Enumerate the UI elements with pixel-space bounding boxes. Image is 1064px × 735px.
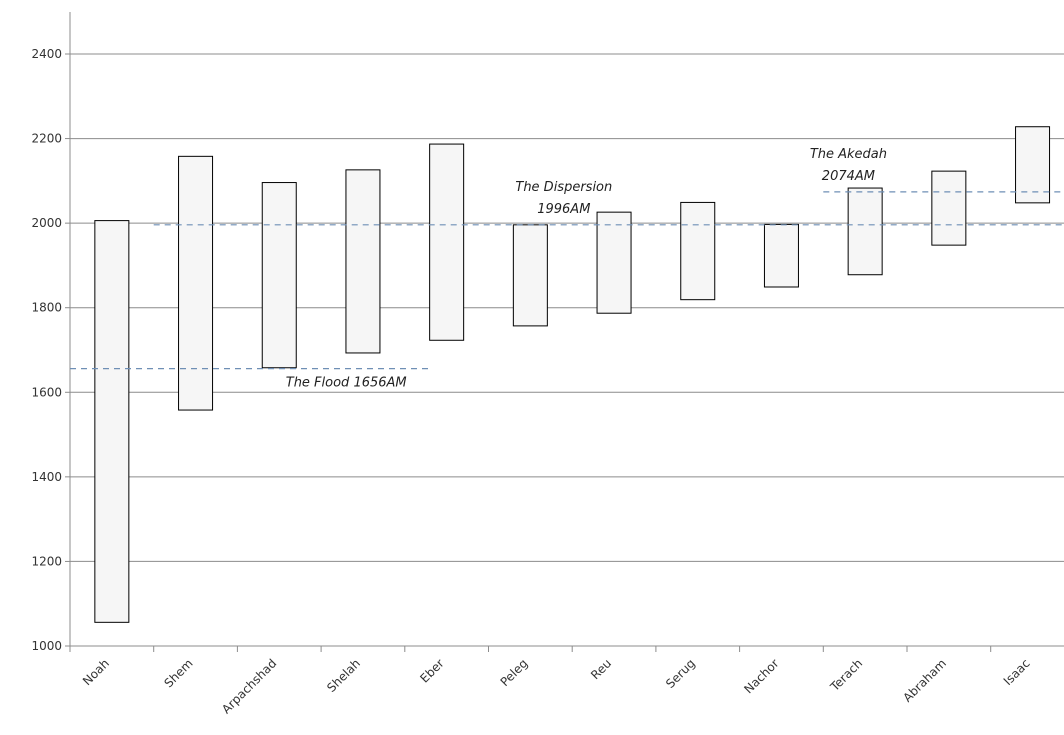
- x-tick-label-peleg: Peleg: [498, 656, 531, 689]
- x-tick-label-terach: Terach: [827, 656, 865, 694]
- x-tick-label-noah: Noah: [80, 656, 112, 688]
- x-tick-label-serug: Serug: [663, 656, 698, 691]
- bar-abraham: [931, 170, 967, 246]
- bar-serug: [680, 201, 716, 301]
- bar-peleg: [512, 224, 548, 327]
- y-tick-label-1400: 1400: [31, 470, 62, 484]
- x-tick-label-abraham: Abraham: [900, 656, 949, 705]
- y-tick-label-2000: 2000: [31, 216, 62, 230]
- bar-terach: [847, 187, 883, 276]
- y-tick-label-1000: 1000: [31, 639, 62, 653]
- bar-shem: [178, 155, 214, 411]
- gridlines: [70, 53, 1064, 647]
- x-tick-label-nachor: Nachor: [741, 656, 781, 696]
- y-tick-label-1600: 1600: [31, 385, 62, 399]
- bars: [94, 126, 1051, 623]
- x-tick-label-arpachshad: Arpachshad: [219, 656, 279, 716]
- annotation-label-1-0: The Dispersion: [515, 180, 612, 195]
- x-tick-label-shem: Shem: [162, 656, 196, 690]
- annotation-label-2-0: The Akedah: [810, 147, 887, 162]
- x-axis: Noah Shem Arpachshad Shelah Eber Peleg Reu Seru…: [69, 646, 1033, 716]
- bar-isaac: [1015, 126, 1051, 204]
- y-tick-label-1800: 1800: [31, 301, 62, 315]
- x-tick-label-reu: Reu: [588, 656, 614, 682]
- annotation-label-0-0: The Flood 1656AM: [286, 376, 407, 391]
- bar-reu: [596, 211, 632, 314]
- bar-arpachshad: [261, 182, 297, 369]
- annotation-label-2-1: 2074AM: [822, 169, 875, 184]
- bar-eber: [429, 143, 465, 341]
- annotation-label-1-1: 1996AM: [537, 202, 590, 217]
- bar-shelah: [345, 169, 381, 354]
- y-tick-label-2200: 2200: [31, 132, 62, 146]
- annotations: The Flood 1656AM The Dispersion 1996AM The …: [70, 147, 1064, 391]
- bar-nachor: [763, 223, 799, 288]
- x-tick-label-isaac: Isaac: [1001, 656, 1033, 688]
- y-tick-label-2400: 2400: [31, 47, 62, 61]
- y-tick-label-1200: 1200: [31, 554, 62, 568]
- y-axis: 1000 1200 1400 1600 1800 2000 2200 2400: [31, 12, 71, 653]
- bar-noah: [94, 220, 130, 623]
- x-tick-label-eber: Eber: [417, 656, 446, 685]
- x-tick-label-shelah: Shelah: [324, 656, 363, 695]
